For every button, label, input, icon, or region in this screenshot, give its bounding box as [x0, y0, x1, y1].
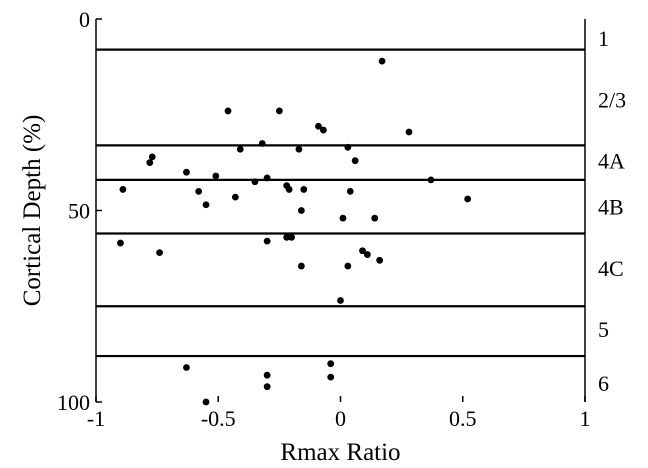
data-point — [344, 143, 352, 151]
data-point — [319, 126, 327, 134]
data-point — [117, 239, 124, 247]
layer-label: 4B — [598, 195, 624, 220]
data-point — [263, 237, 271, 245]
x-axis-title: Rmax Ratio — [280, 439, 400, 466]
data-point — [183, 364, 190, 371]
data-point — [202, 398, 210, 406]
y-tick-label: 50 — [68, 199, 90, 224]
data-point — [376, 256, 384, 264]
data-point — [285, 186, 293, 193]
data-point — [236, 145, 244, 153]
data-point — [263, 371, 271, 379]
data-point — [327, 360, 335, 368]
layer-label: 5 — [598, 317, 609, 342]
data-point — [339, 214, 347, 222]
x-axis-ticks: -1 -0.5 0 0.5 1 — [87, 396, 591, 431]
y-tick-label: 100 — [57, 390, 90, 415]
data-point — [231, 193, 239, 201]
data-point — [263, 174, 271, 182]
data-point — [119, 186, 127, 193]
data-point — [297, 207, 305, 214]
layer-label: 4C — [598, 256, 624, 281]
data-point — [315, 122, 322, 130]
x-tick-label: 0 — [335, 406, 346, 431]
layer-label: 2/3 — [598, 87, 626, 112]
data-point — [275, 107, 283, 115]
layer-label: 1 — [598, 26, 609, 51]
data-point — [346, 187, 354, 195]
y-tick-label: 0 — [79, 7, 90, 32]
data-point — [344, 262, 352, 270]
data-point — [300, 186, 308, 193]
data-points — [117, 57, 472, 406]
data-point — [258, 140, 266, 147]
data-point — [297, 262, 305, 270]
data-point — [263, 383, 271, 391]
data-point — [337, 297, 344, 304]
data-point — [288, 233, 295, 241]
x-tick-label: -1 — [87, 406, 105, 431]
plot-area — [95, 19, 586, 402]
y-axis-ticks: 0 50 100 — [57, 7, 102, 415]
data-point — [156, 249, 163, 257]
data-point — [195, 187, 203, 195]
y-axis-title: Cortical Depth (%) — [19, 115, 46, 307]
data-point — [327, 373, 335, 381]
data-point — [183, 168, 190, 176]
layer-label: 6 — [598, 371, 609, 396]
x-tick-label: 0.5 — [449, 406, 477, 431]
data-point — [251, 178, 259, 186]
layer-boundary-lines — [96, 48, 585, 358]
data-point — [295, 145, 303, 153]
data-point — [371, 214, 379, 222]
data-point — [224, 107, 232, 115]
data-point — [427, 176, 435, 184]
data-point — [202, 201, 210, 209]
data-point — [405, 128, 413, 136]
data-point — [351, 157, 359, 165]
x-tick-label: -0.5 — [201, 406, 236, 431]
data-point — [378, 57, 386, 65]
layer-label: 4A — [598, 149, 625, 174]
x-tick-label: 1 — [580, 406, 591, 431]
data-point — [212, 172, 220, 180]
data-point — [363, 251, 371, 258]
data-point — [146, 159, 154, 167]
data-point — [283, 233, 291, 241]
data-point — [359, 247, 366, 255]
data-point — [148, 153, 156, 161]
data-point — [464, 195, 472, 203]
layer-labels: 1 2/3 4A 4B 4C 5 6 — [598, 26, 626, 396]
